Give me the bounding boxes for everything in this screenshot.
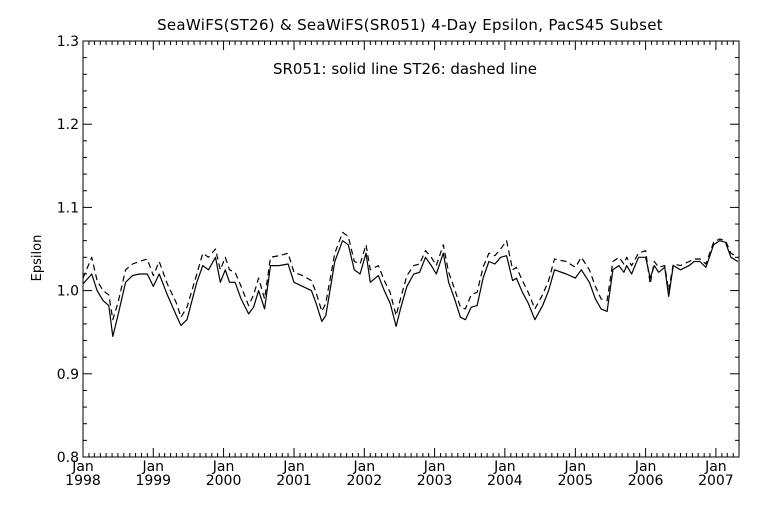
x-tick-month: Jan [71, 459, 94, 475]
series-line-st26 [82, 231, 739, 321]
x-tick-month: Jan [282, 459, 305, 475]
x-tick-year: 2003 [417, 473, 453, 489]
series-layer [82, 231, 739, 337]
x-tick-month: Jan [704, 459, 727, 475]
x-tick-month: Jan [634, 459, 657, 475]
x-tick-month: Jan [564, 459, 587, 475]
x-axis-ticks: Jan1998Jan1999Jan2000Jan2001Jan2002Jan20… [65, 41, 734, 489]
y-axis-label: Epsilon [30, 235, 45, 282]
x-tick-year: 2002 [346, 473, 382, 489]
x-tick-month: Jan [353, 459, 376, 475]
plot-frame [82, 40, 740, 458]
x-tick-year: 1999 [135, 473, 171, 489]
x-tick-month: Jan [423, 459, 446, 475]
series-line-sr051 [82, 240, 739, 337]
x-tick-year: 1998 [65, 473, 101, 489]
y-tick-label: 0.9 [57, 367, 79, 383]
x-tick-year: 2004 [487, 473, 523, 489]
x-tick-year: 2000 [206, 473, 242, 489]
y-tick-label: 1.2 [57, 117, 79, 133]
x-tick-month: Jan [493, 459, 516, 475]
y-tick-label: 1.3 [57, 34, 79, 50]
x-tick-year: 2006 [628, 473, 664, 489]
x-tick-month: Jan [212, 459, 235, 475]
legend-annotation: SR051: solid line ST26: dashed line [273, 60, 537, 78]
x-tick-year: 2001 [276, 473, 312, 489]
x-tick-year: 2007 [698, 473, 734, 489]
y-axis-ticks: 0.8 0.9 1.0 1.1 1.2 1.3 [57, 34, 739, 466]
chart-title: SeaWiFS(ST26) & SeaWiFS(SR051) 4-Day Eps… [157, 16, 663, 34]
y-tick-label: 1.1 [57, 200, 79, 216]
x-tick-year: 2005 [558, 473, 594, 489]
y-tick-label: 0.8 [57, 450, 79, 466]
y-tick-label: 1.0 [57, 284, 79, 300]
x-tick-month: Jan [141, 459, 164, 475]
